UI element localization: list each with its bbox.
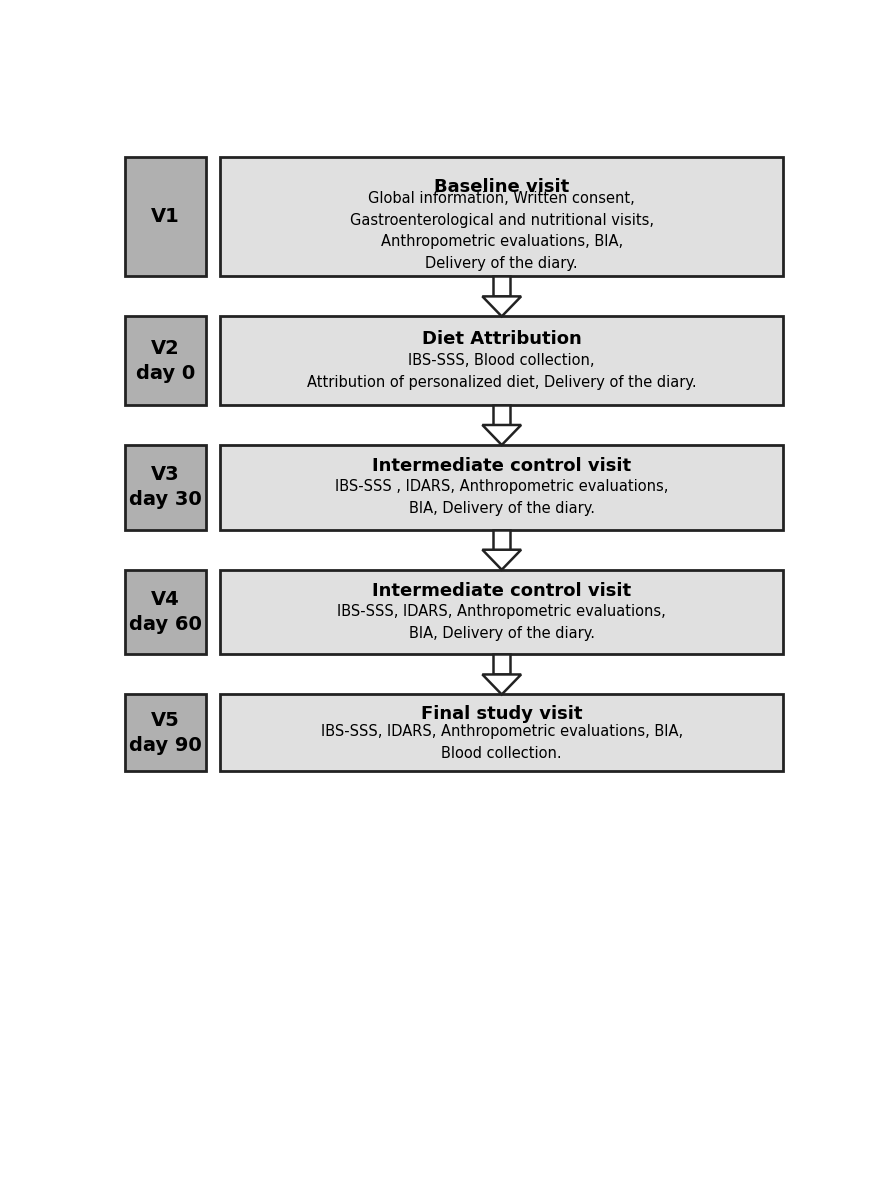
Text: Final study visit: Final study visit xyxy=(421,705,582,723)
Text: Intermediate control visit: Intermediate control visit xyxy=(372,582,632,600)
Text: IBS-SSS, IDARS, Anthropometric evaluations, BIA,
Blood collection.: IBS-SSS, IDARS, Anthropometric evaluatio… xyxy=(321,724,683,760)
Polygon shape xyxy=(482,425,521,445)
FancyBboxPatch shape xyxy=(494,277,510,296)
Text: Diet Attribution: Diet Attribution xyxy=(422,329,581,347)
FancyBboxPatch shape xyxy=(220,694,783,772)
FancyBboxPatch shape xyxy=(494,404,510,425)
Text: Baseline visit: Baseline visit xyxy=(434,178,570,196)
FancyBboxPatch shape xyxy=(220,316,783,404)
Polygon shape xyxy=(482,296,521,316)
FancyBboxPatch shape xyxy=(125,157,206,277)
Text: Global information, Written consent,
Gastroenterological and nutritional visits,: Global information, Written consent, Gas… xyxy=(350,191,654,271)
Text: Intermediate control visit: Intermediate control visit xyxy=(372,457,632,475)
Text: IBS-SSS , IDARS, Anthropometric evaluations,
BIA, Delivery of the diary.: IBS-SSS , IDARS, Anthropometric evaluati… xyxy=(335,480,668,515)
FancyBboxPatch shape xyxy=(125,694,206,772)
Text: V5
day 90: V5 day 90 xyxy=(129,711,202,755)
Polygon shape xyxy=(482,674,521,694)
Text: V4
day 60: V4 day 60 xyxy=(129,591,202,635)
Text: V1: V1 xyxy=(151,208,180,227)
FancyBboxPatch shape xyxy=(125,445,206,530)
Text: IBS-SSS, IDARS, Anthropometric evaluations,
BIA, Delivery of the diary.: IBS-SSS, IDARS, Anthropometric evaluatio… xyxy=(338,604,666,641)
Text: V3
day 30: V3 day 30 xyxy=(129,465,202,509)
FancyBboxPatch shape xyxy=(125,570,206,655)
FancyBboxPatch shape xyxy=(220,445,783,530)
FancyBboxPatch shape xyxy=(220,157,783,277)
Text: IBS-SSS, Blood collection,
Attribution of personalized diet, Delivery of the dia: IBS-SSS, Blood collection, Attribution o… xyxy=(307,353,696,390)
FancyBboxPatch shape xyxy=(494,530,510,550)
Text: V2
day 0: V2 day 0 xyxy=(136,339,195,383)
FancyBboxPatch shape xyxy=(220,570,783,655)
FancyBboxPatch shape xyxy=(125,316,206,404)
Polygon shape xyxy=(482,550,521,570)
FancyBboxPatch shape xyxy=(494,655,510,674)
